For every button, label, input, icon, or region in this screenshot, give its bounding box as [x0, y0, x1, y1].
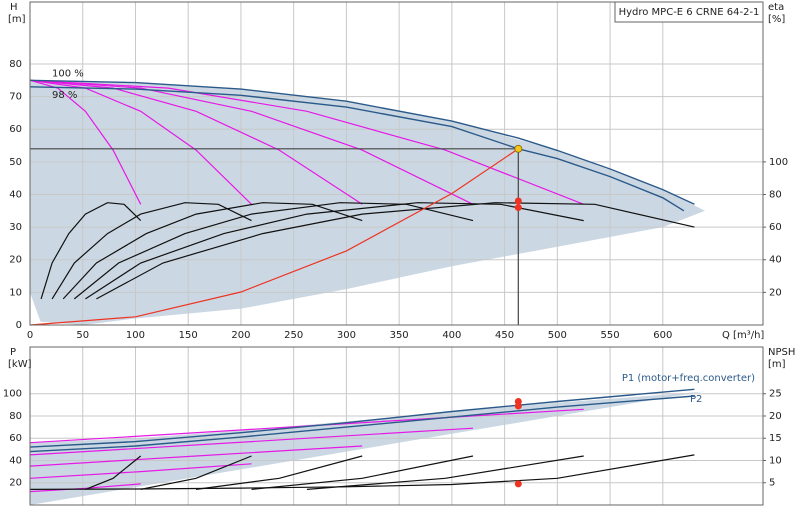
curve — [29, 463, 252, 479]
series-label: 100 % — [52, 68, 84, 79]
curve — [306, 455, 584, 490]
curve — [96, 202, 695, 300]
x-tick-label: 50 — [76, 330, 89, 341]
curve — [29, 395, 695, 453]
plots: 100 % 98 % 0 10 20 30 40 50 60 70 80 20 40 60 80 100 0 50… — [3, 1, 795, 506]
curve — [29, 79, 363, 205]
curve — [40, 202, 142, 300]
x-tick-label: 100 — [126, 330, 145, 341]
y-tick-label: 0 — [16, 320, 22, 331]
plot-frame — [29, 346, 764, 506]
curve — [29, 79, 252, 205]
curve — [29, 388, 695, 448]
series-label: 98 % — [52, 90, 77, 101]
y-tick-label: 40 — [9, 189, 22, 200]
plot-frame — [29, 1, 764, 326]
y-tick-label: 80 — [9, 411, 22, 422]
y2-tick-label: 25 — [769, 389, 782, 400]
y2-tick-label: 10 — [769, 455, 782, 466]
x-axis-label: Q [m³/h] — [722, 330, 764, 341]
point — [514, 144, 523, 153]
x-tick-label: 550 — [601, 330, 620, 341]
y-axis-unit: [kW] — [8, 359, 32, 370]
y-axis-unit: [m] — [8, 14, 26, 25]
curve — [85, 455, 142, 490]
chart-title: Hydro MPC-E 6 CRNE 64-2-1 — [619, 7, 760, 18]
point — [514, 197, 522, 205]
y-axis-label: H — [10, 2, 18, 13]
x-tick-label: 300 — [337, 330, 356, 341]
y2-axis-label: NPSH — [768, 347, 795, 358]
curve — [29, 79, 474, 205]
envelope-area — [30, 80, 705, 325]
x-tick-label: 0 — [27, 330, 33, 341]
y-tick-label: 80 — [9, 59, 22, 70]
y-tick-label: 10 — [9, 287, 22, 298]
y2-axis-unit: [m] — [768, 359, 786, 370]
x-tick-label: 400 — [442, 330, 461, 341]
y-tick-label: 40 — [9, 455, 22, 466]
y-tick-label: 20 — [9, 478, 22, 489]
curve — [29, 445, 363, 467]
series-label: P1 (motor+freq.converter) — [622, 373, 755, 384]
series-label: P2 — [690, 394, 702, 405]
y2-tick-label: 15 — [769, 433, 782, 444]
y-tick-label: 30 — [9, 222, 22, 233]
curve — [140, 455, 252, 490]
y-tick-label: 100 — [3, 389, 22, 400]
curve — [29, 79, 142, 205]
y2-tick-label: 5 — [769, 478, 775, 489]
y2-tick-label: 60 — [769, 222, 782, 233]
curve — [51, 202, 252, 300]
y-tick-label: 50 — [9, 157, 22, 168]
x-tick-label: 450 — [495, 330, 514, 341]
y-tick-label: 20 — [9, 255, 22, 266]
curve — [29, 79, 584, 205]
y2-tick-label: 20 — [769, 287, 782, 298]
y-axis-label: P — [10, 347, 16, 358]
envelope-area — [30, 391, 705, 505]
y-tick-label: 60 — [9, 124, 22, 135]
y-tick-label: 60 — [9, 433, 22, 444]
curve — [29, 148, 519, 326]
y2-axis-unit: [%] — [768, 14, 785, 25]
curve — [62, 202, 363, 300]
point — [514, 402, 522, 410]
y2-tick-label: 80 — [769, 189, 782, 200]
point — [514, 480, 522, 488]
x-tick-label: 200 — [231, 330, 250, 341]
y2-axis-label: eta — [768, 2, 784, 13]
y2-tick-label: 100 — [769, 157, 788, 168]
curve — [196, 455, 363, 490]
title-box — [614, 1, 764, 23]
x-tick-label: 500 — [548, 330, 567, 341]
x-tick-label: 350 — [390, 330, 409, 341]
x-tick-label: 600 — [653, 330, 672, 341]
curve — [29, 483, 141, 493]
curve — [29, 79, 695, 205]
curve — [85, 202, 584, 300]
x-tick-label: 250 — [284, 330, 303, 341]
curve — [29, 86, 685, 212]
point — [514, 204, 522, 212]
x-tick-label: 150 — [179, 330, 198, 341]
y-tick-label: 70 — [9, 92, 22, 103]
curve — [251, 455, 474, 490]
y2-tick-label: 40 — [769, 255, 782, 266]
curve — [29, 427, 474, 456]
y2-tick-label: 20 — [769, 411, 782, 422]
